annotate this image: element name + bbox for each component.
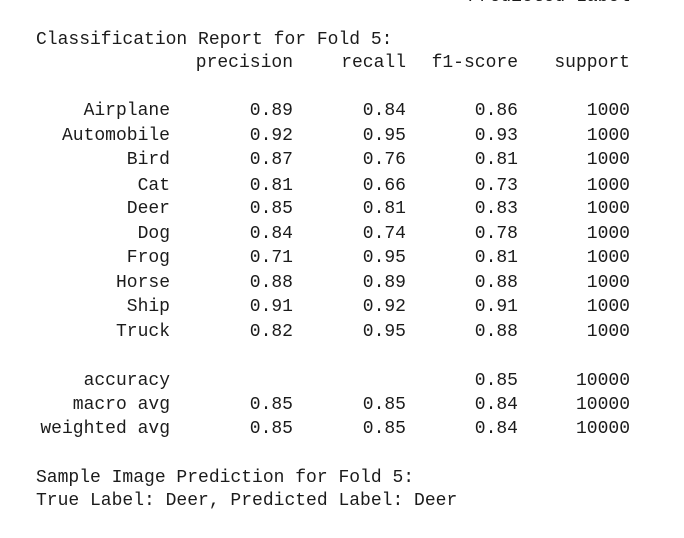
- row-label: Truck: [116, 322, 170, 342]
- cell-value: 0.85: [363, 395, 406, 415]
- cell-value: 0.82: [250, 322, 293, 342]
- cell-value: 0.93: [475, 126, 518, 146]
- cell-value: 1000: [587, 322, 630, 342]
- cell-value: 1000: [587, 224, 630, 244]
- row-label: Ship: [127, 297, 170, 317]
- cell-value: 0.88: [475, 273, 518, 293]
- cell-value: 0.89: [363, 273, 406, 293]
- cell-value: 0.95: [363, 248, 406, 268]
- cell-value: 0.85: [250, 395, 293, 415]
- cell-value: 0.95: [363, 126, 406, 146]
- cell-value: 0.84: [475, 419, 518, 439]
- row-label: macro avg: [73, 395, 170, 415]
- cell-value: 0.89: [250, 101, 293, 121]
- cell-value: 0.87: [250, 150, 293, 170]
- cell-value: 1000: [587, 176, 630, 196]
- cell-value: 0.86: [475, 101, 518, 121]
- report-title: Classification Report for Fold 5:: [36, 30, 392, 50]
- row-label: Automobile: [62, 126, 170, 146]
- cell-value: 0.73: [475, 176, 518, 196]
- cell-value: 0.81: [475, 248, 518, 268]
- cell-value: 10000: [576, 395, 630, 415]
- footer-line: True Label: Deer, Predicted Label: Deer: [36, 491, 457, 511]
- cell-value: 1000: [587, 101, 630, 121]
- cell-value: 0.78: [475, 224, 518, 244]
- cell-value: 0.71: [250, 248, 293, 268]
- cell-value: 0.85: [250, 199, 293, 219]
- row-label: Deer: [127, 199, 170, 219]
- cell-value: 0.88: [475, 322, 518, 342]
- cell-value: 0.91: [475, 297, 518, 317]
- cell-value: 1000: [587, 199, 630, 219]
- cell-value: 0.83: [475, 199, 518, 219]
- cell-value: 1000: [587, 248, 630, 268]
- row-label: Horse: [116, 273, 170, 293]
- column-header: recall: [341, 53, 406, 73]
- row-label: Airplane: [84, 101, 170, 121]
- cell-value: 0.92: [363, 297, 406, 317]
- cell-value: 0.85: [475, 371, 518, 391]
- cell-value: 10000: [576, 419, 630, 439]
- cell-value: 0.76: [363, 150, 406, 170]
- cell-value: 0.85: [363, 419, 406, 439]
- cell-value: 0.95: [363, 322, 406, 342]
- cell-value: 0.66: [363, 176, 406, 196]
- cell-value: 0.81: [475, 150, 518, 170]
- cell-value: 0.85: [250, 419, 293, 439]
- cell-value: 0.74: [363, 224, 406, 244]
- cell-value: 10000: [576, 371, 630, 391]
- cell-value: 0.84: [475, 395, 518, 415]
- cell-value: 0.92: [250, 126, 293, 146]
- cell-value: 0.84: [250, 224, 293, 244]
- cell-value: 0.81: [363, 199, 406, 219]
- cell-value: 0.81: [250, 176, 293, 196]
- cell-value: 0.91: [250, 297, 293, 317]
- column-header: support: [554, 53, 630, 73]
- cell-value: 0.84: [363, 101, 406, 121]
- footer-line: Sample Image Prediction for Fold 5:: [36, 468, 414, 488]
- cell-value: 1000: [587, 126, 630, 146]
- column-header: f1-score: [432, 53, 518, 73]
- cell-value: 1000: [587, 297, 630, 317]
- cropped-axis-label: Predicted Label: [468, 0, 630, 7]
- row-label: weighted avg: [40, 419, 170, 439]
- row-label: accuracy: [84, 371, 171, 391]
- cell-value: 1000: [587, 273, 630, 293]
- row-label: Dog: [138, 224, 170, 244]
- column-header: precision: [196, 53, 293, 73]
- cell-value: 0.88: [250, 273, 293, 293]
- row-label: Frog: [127, 248, 170, 268]
- row-label: Cat: [138, 176, 170, 196]
- row-label: Bird: [127, 150, 170, 170]
- cell-value: 1000: [587, 150, 630, 170]
